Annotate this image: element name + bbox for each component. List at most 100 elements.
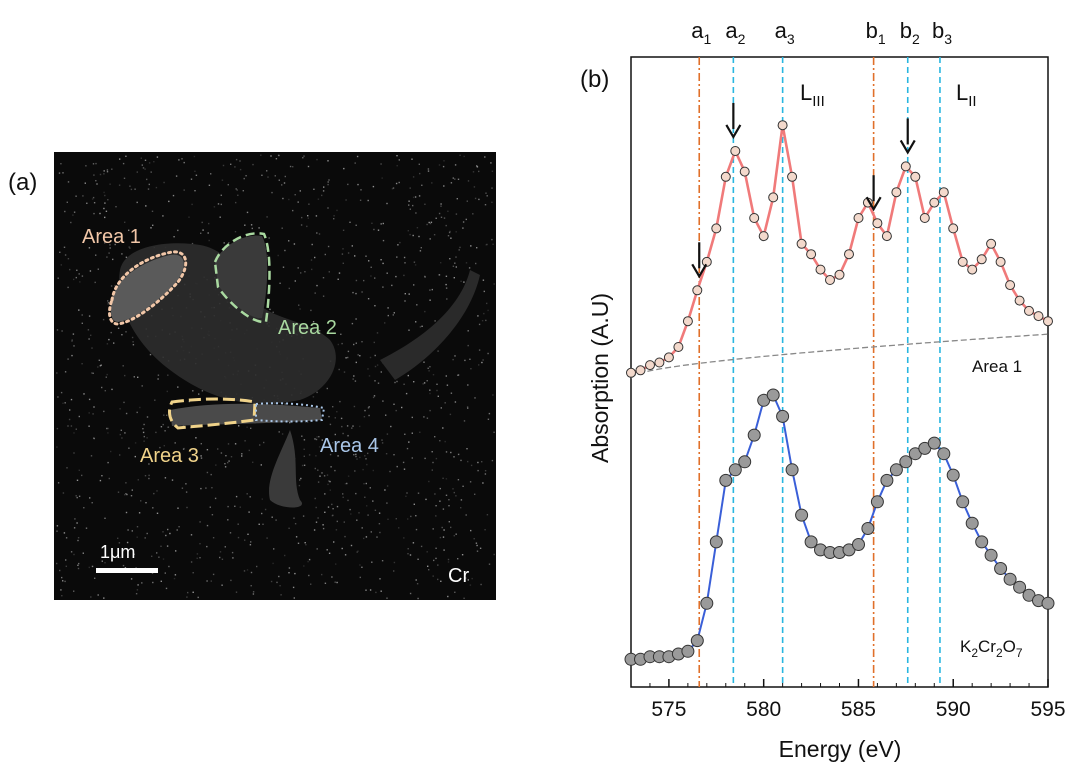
noise-dot [427,168,430,170]
noise-dot [107,303,109,305]
noise-dot [475,542,478,544]
noise-dot [444,402,446,404]
noise-dot [149,353,152,356]
noise-dot [110,331,112,334]
noise-dot [61,576,63,579]
noise-dot [442,508,445,510]
data-point [747,428,761,442]
noise-dot [70,398,73,401]
noise-dot [449,258,451,260]
noise-dot [136,411,138,414]
data-point [957,256,968,267]
noise-dot [56,427,59,430]
noise-dot [136,526,139,528]
noise-dot [306,421,309,423]
noise-dot [453,491,455,494]
noise-dot [110,285,113,287]
noise-dot [476,550,479,552]
noise-dot [345,357,347,359]
noise-dot [144,475,147,477]
data-point [768,192,779,203]
x-axis-title: Energy (eV) [779,736,902,762]
noise-dot [63,532,66,534]
noise-dot [380,590,382,592]
noise-dot [430,221,433,223]
x-tick-label: 590 [936,698,971,721]
noise-dot [271,516,273,518]
noise-dot [467,384,469,386]
noise-dot [165,587,168,590]
noise-dot [438,274,441,276]
noise-dot [382,400,384,402]
noise-dot [156,552,158,554]
noise-dot [88,315,91,317]
noise-dot [357,550,359,552]
noise-dot [236,189,238,191]
noise-dot [408,200,410,202]
noise-dot [200,443,202,445]
noise-dot [488,412,491,415]
noise-dot [436,383,438,385]
data-point [853,213,864,223]
noise-dot [364,409,366,412]
noise-dot [322,295,325,297]
noise-dot [219,216,221,218]
noise-dot [491,459,494,462]
fit-baseline [630,333,1049,379]
noise-dot [478,364,480,366]
noise-dot [440,216,443,218]
noise-dot [145,205,147,207]
noise-dot [270,155,272,157]
noise-dot [315,438,318,441]
noise-dot [304,542,306,544]
noise-dot [419,250,422,252]
noise-dot [387,314,389,317]
edge-label-l3: LIII [800,80,825,110]
noise-dot [58,172,61,174]
noise-dot [270,580,273,583]
noise-dot [97,366,99,368]
noise-dot [370,275,372,277]
noise-dot [279,282,281,284]
noise-dot [355,224,357,226]
noise-dot [141,385,143,387]
noise-dot [304,271,306,273]
data-point [776,409,790,423]
noise-dot [347,434,349,437]
noise-dot [56,525,59,527]
noise-dot [413,503,415,505]
noise-dot [327,160,329,162]
noise-dot [227,519,229,521]
data-point [880,473,894,487]
noise-dot [88,398,91,401]
noise-dot [324,253,326,256]
noise-dot [409,554,412,556]
noise-dot [487,352,489,355]
noise-dot [278,179,280,181]
noise-dot [374,441,376,443]
noise-dot [403,383,405,385]
noise-dot [427,170,430,172]
noise-dot [294,523,297,525]
noise-dot [75,195,77,197]
noise-dot [398,181,400,184]
noise-dot [266,170,268,172]
noise-dot [474,197,477,200]
noise-dot [158,556,160,558]
noise-dot [372,500,374,502]
noise-dot [148,474,150,477]
noise-dot [445,494,448,496]
noise-dot [415,515,417,517]
peak-label-sub: 2 [738,31,746,47]
noise-dot [437,395,439,397]
noise-dot [57,396,59,398]
noise-dot [356,551,358,553]
noise-dot [237,194,239,196]
noise-dot [380,259,382,261]
noise-dot [447,595,449,598]
noise-dot [315,506,317,509]
noise-dot [314,292,316,294]
noise-dot [404,293,406,295]
noise-dot [235,188,237,190]
edge-label-l2-sub: II [968,93,976,110]
